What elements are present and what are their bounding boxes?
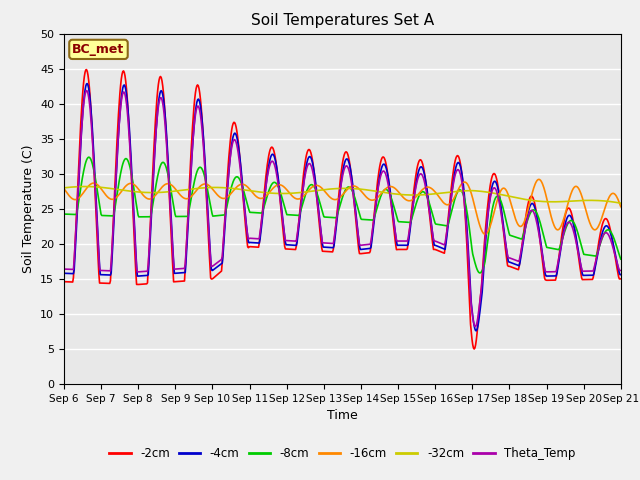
Legend: -2cm, -4cm, -8cm, -16cm, -32cm, Theta_Temp: -2cm, -4cm, -8cm, -16cm, -32cm, Theta_Te…	[104, 443, 580, 465]
Title: Soil Temperatures Set A: Soil Temperatures Set A	[251, 13, 434, 28]
Y-axis label: Soil Temperature (C): Soil Temperature (C)	[22, 144, 35, 273]
Text: BC_met: BC_met	[72, 43, 125, 56]
X-axis label: Time: Time	[327, 409, 358, 422]
